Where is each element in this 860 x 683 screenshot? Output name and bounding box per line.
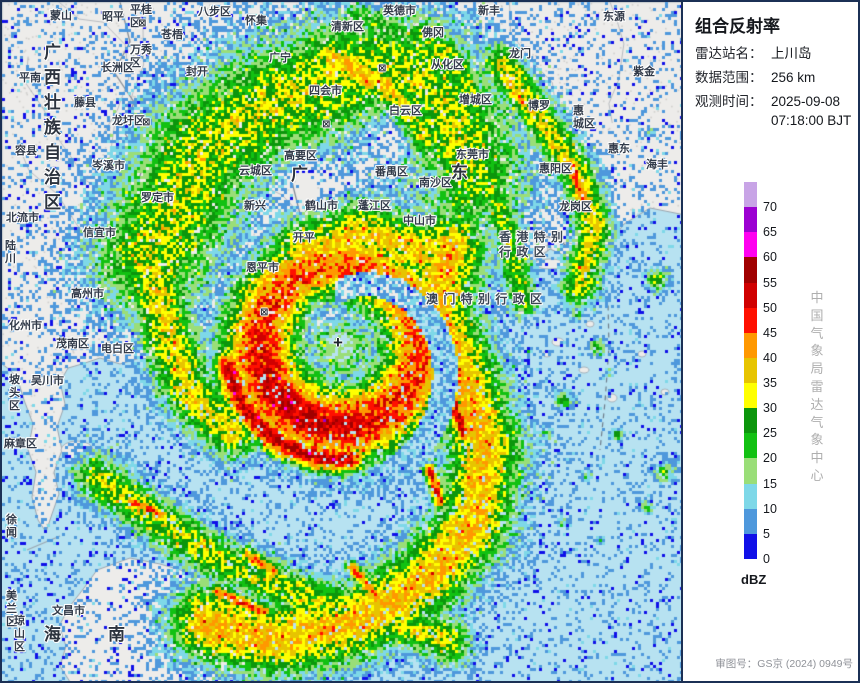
- agency-watermark: 中 国 气 象 局 雷 达 气 象 中 心: [810, 290, 824, 483]
- obstime-clock: 07:18:00 BJT: [771, 113, 852, 128]
- legend-tick-label: 65: [763, 225, 777, 240]
- legend-tick-label: 55: [763, 275, 777, 290]
- obstime-row: 观测时间： 2025-09-08: [695, 90, 840, 110]
- radar-map-area: 蒙山 昭平 平桂 区八步区 怀集 英德市 新丰 东源 清新区 佛冈 苍梧 万秀 区长洲区 封开 广宁 从化…: [2, 2, 683, 681]
- product-title: 组合反射率: [695, 17, 780, 36]
- legend-color-block: [744, 357, 757, 384]
- legend-color-block: [744, 433, 757, 459]
- legend-color-block: [744, 483, 757, 509]
- legend-color-block: [744, 182, 757, 208]
- map-approval-number: 审图号：GS京 (2024) 0949号: [715, 658, 853, 670]
- legend-tick-label: 10: [763, 501, 777, 516]
- legend-tick-label: 20: [763, 451, 777, 466]
- obstime-label: 观测时间：: [695, 94, 763, 109]
- legend-tick-label: 40: [763, 350, 777, 365]
- legend-color-block: [744, 458, 757, 484]
- legend-unit: dBZ: [741, 572, 767, 587]
- legend-tick-label: 30: [763, 401, 777, 416]
- reflectivity-legend: 70 65 60 55 50 45 40 35 30 25 20 15 10 5 0: [683, 2, 858, 681]
- legend-tick-label: 45: [763, 325, 777, 340]
- legend-color-block: [744, 508, 757, 534]
- station-label: 雷达站名：: [695, 46, 763, 61]
- legend-tick-label: 70: [763, 200, 777, 215]
- obstime-row2: 07:18:00 BJT: [695, 113, 851, 128]
- legend-tick-label: 0: [763, 552, 770, 566]
- legend-tick-label: 50: [763, 300, 777, 315]
- legend-color-block: [744, 232, 757, 258]
- range-label: 数据范围：: [695, 70, 763, 85]
- legend-color-block: [744, 408, 757, 434]
- legend-tick-label: 25: [763, 426, 777, 441]
- legend-tick-label: 35: [763, 376, 777, 391]
- legend-color-block: [744, 533, 757, 559]
- range-value: 256 km: [771, 70, 816, 85]
- legend-tick-label: 15: [763, 476, 777, 491]
- info-panel: 组合反射率 雷达站名： 上川岛 数据范围： 256 km 观测时间： 2025-09-…: [683, 2, 858, 681]
- legend-color-block: [744, 383, 757, 409]
- range-row: 数据范围： 256 km: [695, 66, 815, 86]
- station-value: 上川岛: [771, 46, 812, 61]
- station-row: 雷达站名： 上川岛: [695, 42, 812, 62]
- legend-color-block: [744, 282, 757, 308]
- radar-map-canvas: [2, 2, 681, 681]
- legend-color-block: [744, 307, 757, 333]
- legend-color-block: [744, 207, 757, 233]
- legend-color-block: [744, 257, 757, 283]
- legend-color-block: [744, 332, 757, 358]
- obstime-date: 2025-09-08: [771, 94, 841, 109]
- legend-tick-label: 60: [763, 250, 777, 265]
- legend-tick-label: 5: [763, 526, 770, 541]
